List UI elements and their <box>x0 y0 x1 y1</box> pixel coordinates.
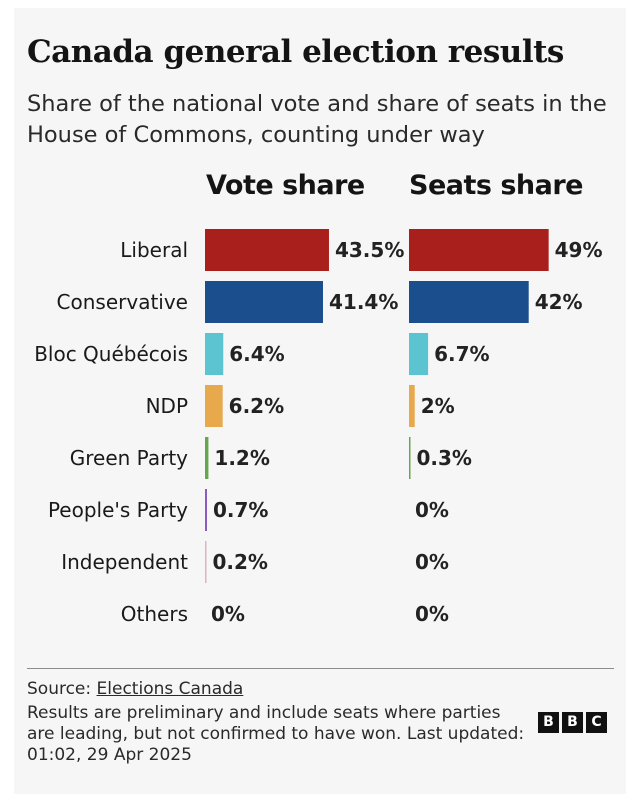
value-label-vote-share-liberal: 43.5% <box>335 238 404 262</box>
category-label-liberal: Liberal <box>120 238 188 262</box>
bar-vote-share-independent <box>205 541 207 583</box>
value-label-seats-share-ndp: 2% <box>421 394 455 418</box>
value-label-seats-share-green-party: 0.3% <box>417 446 472 470</box>
value-label-vote-share-ndp: 6.2% <box>229 394 284 418</box>
value-label-vote-share-independent: 0.2% <box>213 550 268 574</box>
category-label-green-party: Green Party <box>70 446 188 470</box>
bar-seats-share-ndp <box>409 385 415 427</box>
bar-vote-share-conservative <box>205 281 323 323</box>
bar-seats-share-liberal <box>409 229 549 271</box>
category-label-people-s-party: People's Party <box>48 498 188 522</box>
value-label-vote-share-conservative: 41.4% <box>329 290 398 314</box>
chart-subtitle: Share of the national vote and share of … <box>27 91 607 148</box>
category-label-bloc-qu-b-cois: Bloc Québécois <box>34 342 188 366</box>
bar-seats-share-bloc-qu-b-cois <box>409 333 429 375</box>
category-label-conservative: Conservative <box>57 290 188 314</box>
value-label-seats-share-liberal: 49% <box>555 238 603 262</box>
footnote: Results are preliminary and include seat… <box>27 703 525 765</box>
bar-seats-share-green-party <box>409 437 411 479</box>
value-label-vote-share-people-s-party: 0.7% <box>213 498 268 522</box>
bbc-logo-block-2: B <box>562 712 583 733</box>
bar-vote-share-green-party <box>205 437 209 479</box>
value-label-seats-share-bloc-qu-b-cois: 6.7% <box>434 342 489 366</box>
source-label: Source: <box>27 679 97 699</box>
bbc-logo: B B C <box>538 712 607 733</box>
value-label-seats-share-people-s-party: 0% <box>415 498 449 522</box>
value-label-seats-share-conservative: 42% <box>535 290 583 314</box>
source-line: Source: Elections Canada <box>27 679 243 700</box>
value-label-seats-share-independent: 0% <box>415 550 449 574</box>
bar-vote-share-liberal <box>205 229 329 271</box>
value-label-vote-share-green-party: 1.2% <box>214 446 269 470</box>
value-label-vote-share-bloc-qu-b-cois: 6.4% <box>229 342 284 366</box>
value-label-seats-share-others: 0% <box>415 602 449 626</box>
seats-share-header: Seats share <box>409 170 584 201</box>
footer-divider <box>27 668 614 669</box>
bbc-logo-block-1: B <box>538 712 559 733</box>
bar-vote-share-bloc-qu-b-cois <box>205 333 224 375</box>
source-link[interactable]: Elections Canada <box>96 679 244 699</box>
chart-title: Canada general election results <box>27 34 564 70</box>
bar-vote-share-people-s-party <box>205 489 207 531</box>
value-label-vote-share-others: 0% <box>211 602 245 626</box>
bar-seats-share-conservative <box>409 281 529 323</box>
category-label-independent: Independent <box>61 550 188 574</box>
bbc-logo-block-3: C <box>586 712 607 733</box>
chart-card <box>14 8 626 794</box>
vote-share-header: Vote share <box>206 170 365 201</box>
bar-vote-share-ndp <box>205 385 223 427</box>
category-label-others: Others <box>121 602 188 626</box>
category-label-ndp: NDP <box>146 394 188 418</box>
